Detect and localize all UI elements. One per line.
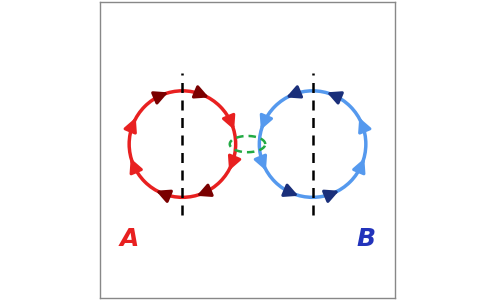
Text: B: B [356,227,375,251]
Text: A: A [119,227,139,251]
